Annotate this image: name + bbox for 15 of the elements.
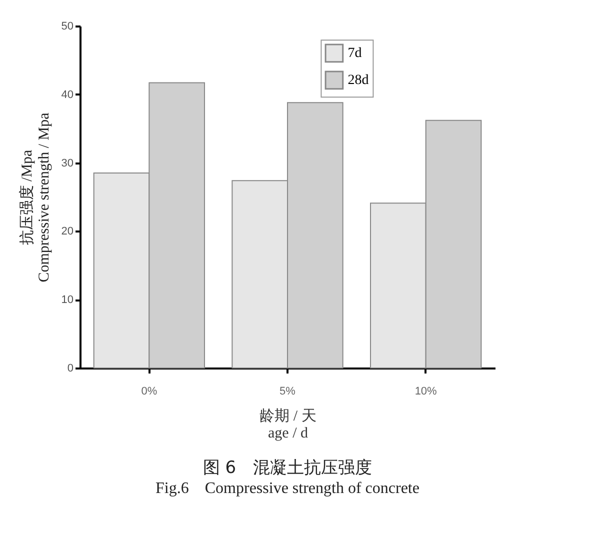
y-tick-label: 0: [67, 362, 74, 374]
y-tick-label: 20: [61, 226, 74, 238]
y-tick-label: 10: [61, 294, 74, 306]
legend-label: 28d: [348, 73, 369, 88]
x-tick-label: 5%: [280, 386, 296, 398]
text: Fig.6 Compressive strength of concrete: [156, 480, 420, 497]
x-tick-label: 10%: [414, 386, 438, 398]
y-tick-label: 50: [61, 20, 74, 32]
y-tick-label: 30: [61, 157, 74, 170]
x-tick-label: 0%: [141, 386, 158, 398]
legend-label: 7d: [348, 46, 362, 62]
y-tick-label: 40: [61, 88, 74, 101]
y-axis-title: 抗压强度 /Mpa Compressive strength / Mpa: [18, 112, 52, 282]
text: 图 6 混凝土抗压强度: [202, 458, 372, 478]
x-axis-title: 龄期 / 天 age / d: [260, 408, 316, 442]
